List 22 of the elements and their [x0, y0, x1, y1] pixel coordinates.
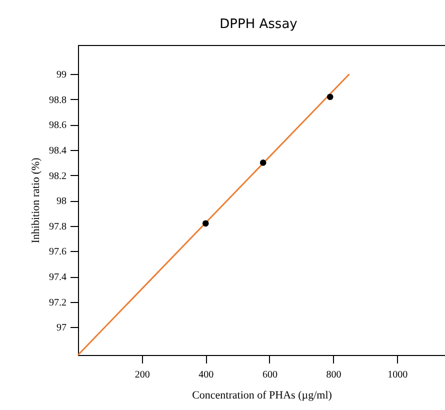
y-tick-label: 98.6 [49, 120, 66, 132]
y-tick-label: 97.8 [49, 221, 66, 232]
chart-title: DPPH Assay [220, 17, 298, 32]
x-tick-label: 800 [326, 370, 342, 380]
x-tick-label: 200 [134, 370, 150, 380]
x-axis-title: Concentration of PHAs (µg/ml) [192, 390, 332, 402]
y-tick-label: 99 [56, 70, 66, 81]
y-tick-label: 97 [56, 322, 66, 334]
y-tick-label: 98.2 [49, 170, 66, 182]
y-tick-label: 98.4 [49, 146, 66, 157]
y-tick-label: 98 [56, 196, 66, 208]
y-tick-label: 97.4 [49, 272, 66, 284]
y-tick-label: 98.8 [49, 94, 66, 106]
point [202, 220, 209, 227]
y-tick-label: 97.6 [49, 246, 66, 258]
x-tick-label: 600 [262, 370, 278, 380]
x-tick-label: 400 [198, 370, 214, 380]
y-axis-title: Inhibition ratio (%) [30, 157, 42, 244]
point [260, 160, 266, 166]
x-tick-label: 1000 [388, 370, 408, 380]
point [326, 94, 334, 100]
y-tick-label: 97.2 [49, 297, 66, 308]
